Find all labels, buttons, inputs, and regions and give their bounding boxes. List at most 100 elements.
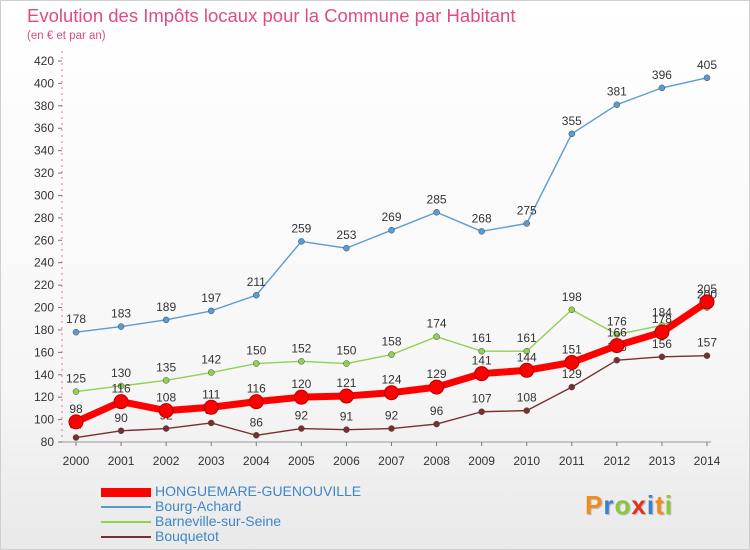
x-tick-label: 2008 <box>423 454 450 468</box>
x-tick-label: 2011 <box>559 454 585 468</box>
data-point <box>253 291 260 299</box>
data-point <box>72 388 80 395</box>
data-point <box>478 228 485 235</box>
data-label: 107 <box>472 392 492 406</box>
data-point <box>117 323 125 330</box>
data-point <box>703 352 711 359</box>
data-point <box>523 220 530 227</box>
data-point <box>207 419 215 427</box>
data-point <box>338 388 354 404</box>
data-label: 166 <box>607 326 627 340</box>
data-point <box>384 385 399 401</box>
data-point <box>568 383 576 391</box>
data-point <box>162 425 170 432</box>
logo-letter: o <box>614 490 632 520</box>
data-point <box>433 333 440 340</box>
data-label: 124 <box>381 373 401 387</box>
data-label: 125 <box>66 372 86 386</box>
data-label: 211 <box>247 275 266 289</box>
legend-swatch <box>101 521 151 523</box>
data-point <box>388 226 395 234</box>
data-point <box>564 354 580 370</box>
x-tick-label: 2002 <box>153 454 180 468</box>
data-point <box>343 244 350 252</box>
data-point <box>343 360 350 367</box>
data-point <box>433 420 440 428</box>
x-tick-label: 2009 <box>468 454 495 468</box>
data-label: 158 <box>381 335 401 349</box>
data-label: 157 <box>697 336 717 350</box>
logo-letter: i <box>646 490 656 520</box>
legend-label: Bourg-Achard <box>155 498 242 514</box>
chart-title: Evolution des Impôts locaux pour la Comm… <box>27 5 516 26</box>
x-tick-label: 2006 <box>333 454 360 468</box>
y-tick-label: 160 <box>34 345 54 359</box>
data-label: 98 <box>69 402 83 416</box>
data-label: 130 <box>111 366 131 380</box>
data-label: 253 <box>336 228 356 242</box>
data-point <box>248 394 264 410</box>
legend-label: HONGUEMARE-GUENOUVILLE <box>155 483 362 499</box>
data-label: 90 <box>114 411 128 425</box>
y-tick-label: 200 <box>34 301 54 315</box>
logo-letter: P <box>585 490 604 520</box>
data-label: 150 <box>336 344 356 358</box>
data-label: 129 <box>562 367 582 381</box>
data-label: 144 <box>517 350 537 364</box>
data-label: 178 <box>652 312 672 326</box>
y-tick-label: 120 <box>34 390 54 404</box>
data-label: 111 <box>202 387 221 401</box>
x-tick-label: 2004 <box>243 454 270 468</box>
data-label: 141 <box>472 354 492 368</box>
legend-swatch <box>101 488 151 497</box>
y-tick-label: 320 <box>34 166 54 180</box>
data-label: 205 <box>697 282 717 296</box>
legend-swatch <box>101 536 151 538</box>
logo-letter: r <box>603 490 615 520</box>
data-label: 184 <box>652 305 672 319</box>
x-tick-label: 2012 <box>604 454 631 468</box>
x-tick-label: 2007 <box>378 454 405 468</box>
y-tick-label: 140 <box>34 368 54 382</box>
data-label: 405 <box>697 58 717 72</box>
data-point <box>523 347 530 355</box>
data-point <box>117 427 125 435</box>
data-label: 268 <box>472 211 492 225</box>
y-tick-label: 180 <box>34 323 54 337</box>
data-point <box>568 306 576 314</box>
data-point <box>72 328 80 336</box>
y-tick-label: 420 <box>34 54 54 68</box>
data-point <box>68 414 84 430</box>
data-label: 86 <box>250 415 264 429</box>
y-tick-label: 400 <box>34 76 54 90</box>
data-label: 129 <box>427 367 447 381</box>
data-point <box>293 389 309 405</box>
data-label: 96 <box>430 404 444 418</box>
data-point <box>474 366 490 382</box>
data-point <box>117 382 125 390</box>
data-point <box>388 425 395 432</box>
data-point <box>162 377 170 384</box>
data-point <box>699 294 715 310</box>
data-label: 142 <box>201 353 221 367</box>
data-point <box>72 434 80 441</box>
y-tick-label: 360 <box>34 121 54 135</box>
data-label: 152 <box>291 341 311 355</box>
data-point <box>388 351 395 358</box>
data-label: 259 <box>291 221 311 235</box>
data-label: 198 <box>562 290 582 304</box>
data-label: 156 <box>652 337 672 351</box>
data-label: 121 <box>336 376 356 390</box>
x-tick-label: 2013 <box>649 454 676 468</box>
data-point <box>519 362 535 378</box>
data-label: 91 <box>340 410 354 424</box>
legend-label: Bouquetot <box>155 528 219 544</box>
data-point <box>658 84 666 92</box>
data-point <box>343 426 350 433</box>
chart-subtitle: (en € et par an) <box>27 30 106 42</box>
data-label: 178 <box>66 312 86 326</box>
data-label: 161 <box>472 331 492 345</box>
y-tick-label: 220 <box>34 278 54 292</box>
